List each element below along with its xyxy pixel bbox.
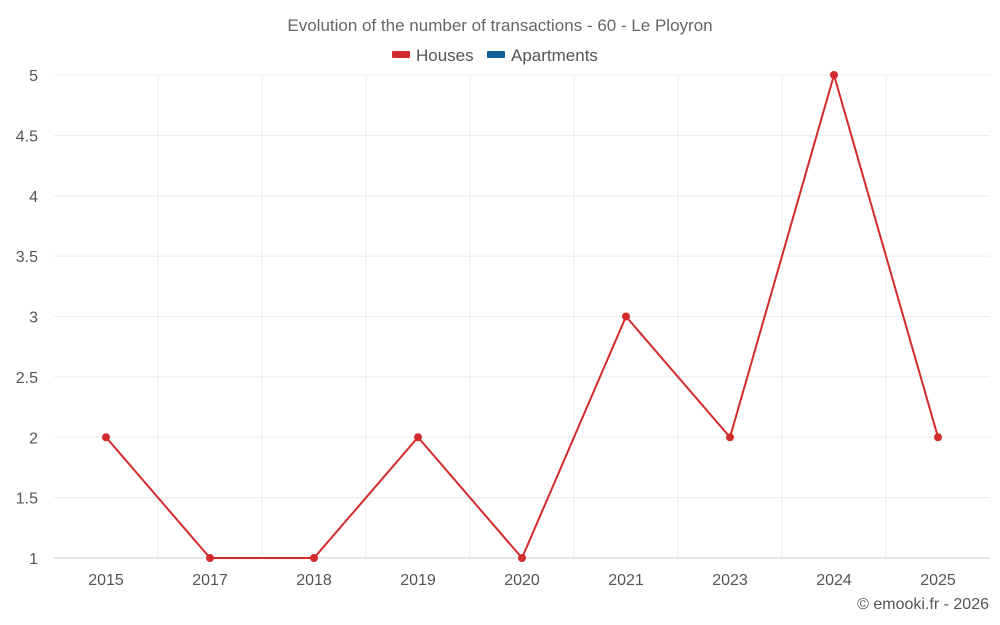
y-tick-label: 1.5: [16, 491, 38, 508]
data-point[interactable]: [518, 554, 526, 562]
legend: Houses Apartments: [392, 46, 598, 65]
grid: [54, 74, 990, 558]
y-tick-label: 3: [29, 310, 38, 327]
x-tick-label: 2017: [192, 572, 228, 589]
legend-swatch-houses: [392, 51, 410, 58]
x-tick-label: 2025: [920, 572, 956, 589]
data-point[interactable]: [310, 554, 318, 562]
credit-text: © emooki.fr - 2026: [857, 596, 989, 613]
y-axis: 1 1.5 2 2.5 3 3.5 4 4.5 5: [16, 68, 38, 568]
y-tick-label: 1: [29, 551, 38, 568]
data-point[interactable]: [102, 433, 110, 442]
x-axis: 2015 2017 2018 2019 2020 2021 2023 2024 2025: [54, 557, 990, 589]
x-tick-label: 2024: [816, 572, 852, 589]
data-point[interactable]: [414, 433, 422, 442]
data-point[interactable]: [622, 312, 630, 321]
legend-label-apartments: Apartments: [511, 46, 598, 65]
y-tick-label: 4: [29, 189, 38, 206]
chart-title: Evolution of the number of transactions …: [287, 16, 712, 35]
legend-item-houses[interactable]: Houses: [392, 46, 474, 65]
legend-swatch-apartments: [487, 51, 505, 58]
y-tick-label: 3.5: [16, 249, 38, 266]
y-tick-label: 4.5: [16, 128, 38, 145]
x-tick-label: 2018: [296, 572, 332, 589]
data-point[interactable]: [934, 433, 942, 442]
data-point[interactable]: [726, 433, 734, 442]
x-tick-label: 2019: [400, 572, 436, 589]
x-tick-label: 2021: [608, 572, 644, 589]
legend-label-houses: Houses: [416, 46, 474, 65]
y-tick-label: 2: [29, 430, 38, 447]
x-tick-label: 2015: [88, 572, 124, 589]
legend-item-apartments[interactable]: Apartments: [487, 46, 598, 65]
data-point[interactable]: [206, 554, 214, 562]
data-point[interactable]: [830, 71, 838, 79]
y-tick-label: 2.5: [16, 370, 38, 387]
y-tick-label: 5: [29, 68, 38, 85]
x-tick-label: 2023: [712, 572, 748, 589]
x-tick-label: 2020: [504, 572, 540, 589]
series-houses: [102, 71, 942, 562]
